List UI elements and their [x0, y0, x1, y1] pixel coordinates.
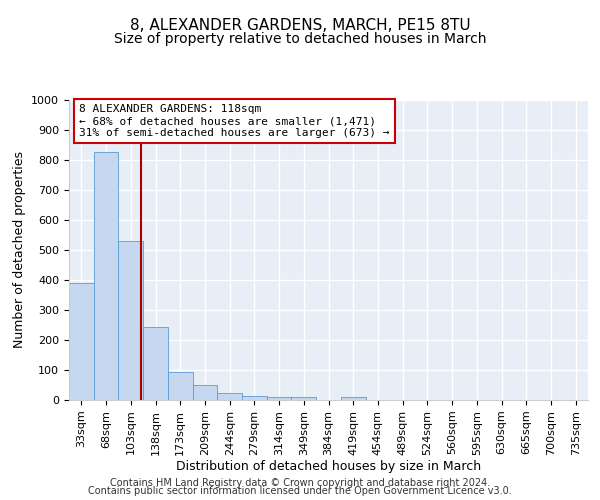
X-axis label: Distribution of detached houses by size in March: Distribution of detached houses by size …: [176, 460, 481, 473]
Bar: [94, 152, 118, 400]
Bar: [193, 385, 217, 400]
Bar: [143, 327, 168, 400]
Bar: [242, 396, 267, 400]
Y-axis label: Number of detached properties: Number of detached properties: [13, 152, 26, 348]
Bar: [217, 394, 242, 400]
Text: Contains HM Land Registry data © Crown copyright and database right 2024.: Contains HM Land Registry data © Crown c…: [110, 478, 490, 488]
Text: Contains public sector information licensed under the Open Government Licence v3: Contains public sector information licen…: [88, 486, 512, 496]
Bar: [118, 241, 143, 400]
Bar: [341, 397, 365, 400]
Text: 8 ALEXANDER GARDENS: 118sqm
← 68% of detached houses are smaller (1,471)
31% of : 8 ALEXANDER GARDENS: 118sqm ← 68% of det…: [79, 104, 390, 138]
Bar: [267, 397, 292, 400]
Bar: [292, 397, 316, 400]
Text: Size of property relative to detached houses in March: Size of property relative to detached ho…: [114, 32, 486, 46]
Bar: [69, 283, 94, 400]
Bar: [168, 372, 193, 400]
Text: 8, ALEXANDER GARDENS, MARCH, PE15 8TU: 8, ALEXANDER GARDENS, MARCH, PE15 8TU: [130, 18, 470, 32]
